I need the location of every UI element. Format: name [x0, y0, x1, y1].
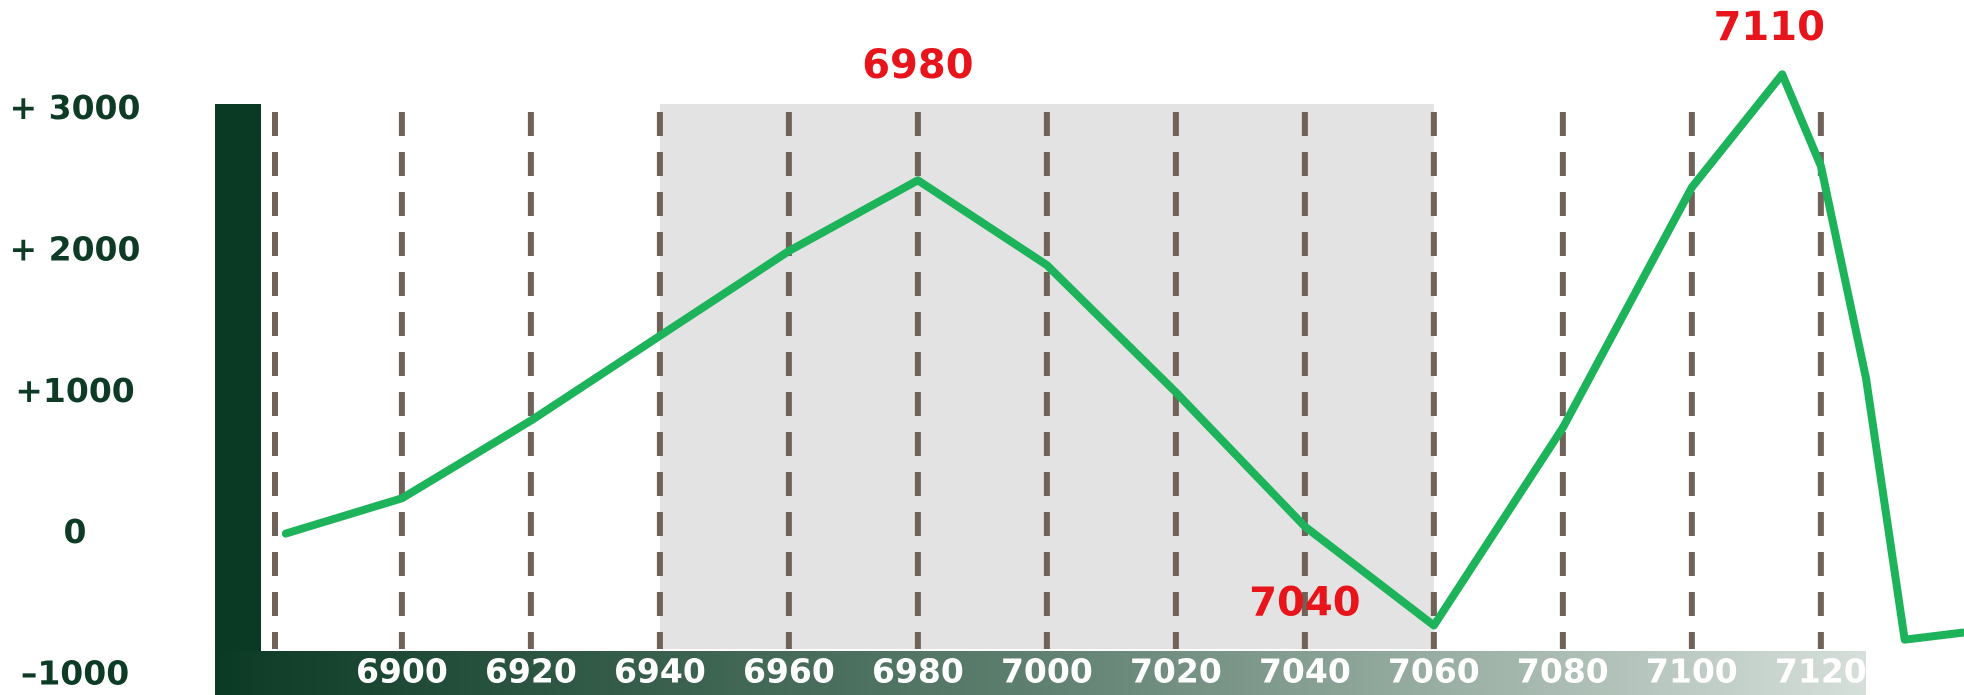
annotation: 7110 — [1714, 4, 1825, 50]
data-line — [281, 70, 1964, 644]
x-tick-label: 7020 — [1130, 652, 1222, 691]
y-tick-label: –1000 — [21, 654, 129, 693]
y-tick-label: + 3000 — [10, 88, 141, 127]
x-tick-label: 7040 — [1259, 652, 1351, 691]
annotation: 7040 — [1249, 579, 1360, 625]
x-tick-label: 6980 — [872, 652, 964, 691]
left-axis-bar — [215, 104, 261, 695]
x-tick-label: 6900 — [356, 652, 448, 691]
x-tick-label: 7080 — [1517, 652, 1609, 691]
x-axis-band — [215, 651, 1866, 695]
x-tick-label: 7120 — [1775, 652, 1867, 691]
label-layer: + 3000 + 2000 +1000 0 –1000 6900 6920 6940 6960 6… — [10, 88, 1867, 692]
y-tick-label: + 2000 — [10, 229, 141, 268]
x-tick-label: 6920 — [485, 652, 577, 691]
grid-layer — [260, 106, 1866, 679]
x-tick-label: 6960 — [743, 652, 835, 691]
y-tick-label: +1000 — [15, 371, 135, 410]
frame-layer — [215, 104, 1866, 695]
annotation: 6980 — [862, 42, 973, 88]
x-tick-label: 6940 — [614, 652, 706, 691]
x-tick-label: 7000 — [1001, 652, 1093, 691]
x-tick-label: 7100 — [1646, 652, 1738, 691]
data-layer: 6980 7040 7110 — [281, 4, 1964, 644]
x-tick-label: 7060 — [1388, 652, 1480, 691]
y-tick-label: 0 — [64, 512, 87, 551]
